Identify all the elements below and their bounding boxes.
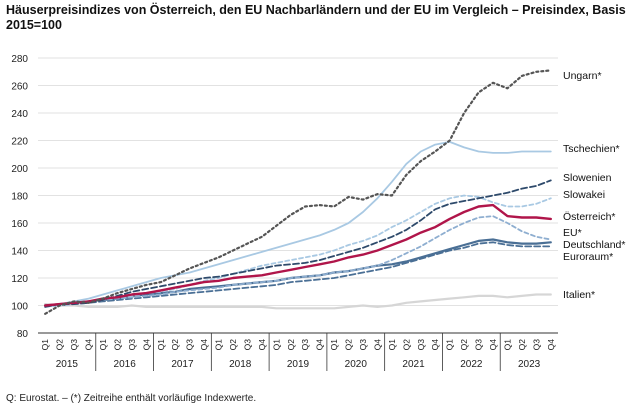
x-tick-label: Q2 (55, 339, 65, 351)
y-tick-label: 160 (11, 219, 28, 230)
series-line (44, 179, 552, 308)
year-label: 2018 (229, 359, 252, 370)
y-tick-label: 180 (11, 192, 28, 203)
series-label: Ungarn* (563, 70, 602, 82)
series-line (44, 203, 552, 307)
x-tick-label: Q4 (488, 339, 498, 351)
gridlines (38, 57, 558, 334)
year-label: 2022 (460, 359, 483, 370)
x-tick-label: Q4 (430, 339, 440, 351)
x-tick-label: Q4 (199, 339, 209, 351)
series-labels: Ungarn* Tschechien* Slowenien Slowakei Öster… (563, 70, 625, 301)
series-label: Österreich* (563, 211, 616, 223)
x-tick-label: Q3 (531, 339, 541, 351)
year-label: 2016 (114, 359, 137, 370)
x-tick-label: Q2 (344, 339, 354, 351)
x-tick-label: Q2 (459, 339, 469, 351)
series-label: Slowakei (563, 189, 605, 201)
y-tick-label: 260 (11, 82, 28, 93)
series-label: EU* (563, 227, 582, 239)
series-line (44, 69, 552, 315)
x-tick-label: Q1 (329, 339, 339, 351)
x-tick-label: Q1 (40, 339, 50, 351)
year-label: 2021 (402, 359, 425, 370)
x-tick-label: Q4 (546, 339, 556, 351)
series-label: Italien* (563, 289, 595, 301)
x-tick-label: Q1 (387, 339, 397, 351)
series-label: Deutschland* (563, 239, 625, 251)
x-tick-label: Q2 (401, 339, 411, 351)
y-tick-label: 100 (11, 302, 28, 313)
x-tick-label: Q1 (214, 339, 224, 351)
y-tick-label: 200 (11, 164, 28, 175)
series-line (44, 215, 552, 307)
x-tick-label: Q3 (127, 339, 137, 351)
x-tick-label: Q3 (416, 339, 426, 351)
x-tick-label: Q2 (170, 339, 180, 351)
y-tick-label: 120 (11, 274, 28, 285)
x-tick-label: Q3 (242, 339, 252, 351)
y-tick-label: 240 (11, 109, 28, 120)
source-note: Q: Eurostat. – (*) Zeitreihe enthält vor… (6, 393, 257, 404)
x-tick-label: Q4 (84, 339, 94, 351)
series-label: Slowenien (563, 172, 612, 184)
y-tick-label: 140 (11, 247, 28, 258)
x-tick-label: Q4 (372, 339, 382, 351)
x-tick-label: Q4 (141, 339, 151, 351)
year-label: 2020 (345, 359, 368, 370)
x-tick-label: Q1 (98, 339, 108, 351)
x-tick-label: Q2 (228, 339, 238, 351)
x-tick-label: Q2 (517, 339, 527, 351)
x-tick-label: Q3 (474, 339, 484, 351)
series-label: Tschechien* (563, 143, 620, 155)
x-tick-label: Q1 (502, 339, 512, 351)
x-tick-label: Q4 (257, 339, 267, 351)
series-lines (44, 69, 552, 315)
series-label: Euroraum* (563, 251, 613, 263)
x-tick-label: Q3 (300, 339, 310, 351)
x-tick-label: Q3 (185, 339, 195, 351)
y-tick-label: 280 (11, 54, 28, 65)
series-line (44, 241, 552, 307)
y-tick-label: 80 (17, 329, 29, 340)
year-label: 2015 (56, 359, 79, 370)
x-tick-label: Q3 (69, 339, 79, 351)
x-axis: Q1 Q2 Q3 Q4 Q1 Q2 Q3 Q4 Q1 Q2 Q3 Q4 Q1 Q2 Q3 Q4 Q1 Q2 Q3 Q4… (40, 333, 556, 371)
year-label: 2017 (171, 359, 194, 370)
x-tick-label: Q2 (286, 339, 296, 351)
series-line (44, 140, 552, 308)
x-tick-label: Q1 (271, 339, 281, 351)
year-label: 2023 (518, 359, 541, 370)
x-tick-label: Q1 (445, 339, 455, 351)
y-axis: 80 100 120 140 160 180 200 220 240 260 280 (11, 54, 28, 340)
x-tick-label: Q4 (315, 339, 325, 351)
y-tick-label: 220 (11, 137, 28, 148)
series-line (44, 293, 552, 310)
x-tick-label: Q3 (358, 339, 368, 351)
x-tick-label: Q1 (156, 339, 166, 351)
chart-title: Häuserpreisindizes von Österreich, den E… (6, 3, 626, 32)
x-tick-label: Q2 (112, 339, 122, 351)
year-label: 2019 (287, 359, 310, 370)
